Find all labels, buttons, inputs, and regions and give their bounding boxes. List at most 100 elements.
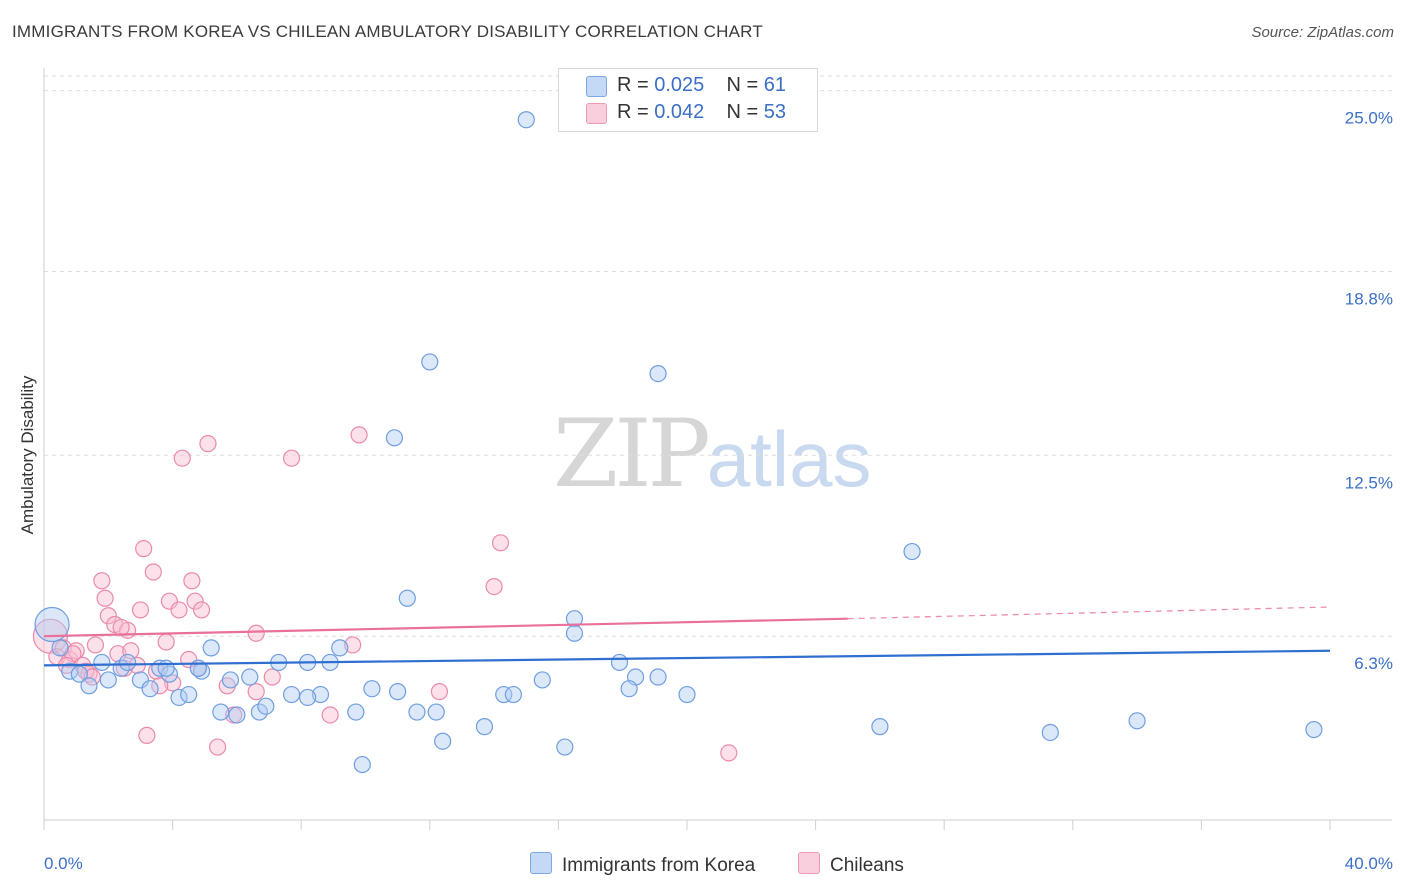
korea-point: [157, 659, 175, 677]
chileans-point: [344, 636, 362, 654]
chileans-point: [263, 668, 281, 686]
grid: [44, 75, 1392, 637]
chileans-point: [186, 592, 204, 610]
korea-point: [556, 738, 574, 756]
y-axis-label: Ambulatory Disability: [18, 375, 37, 535]
korea-point: [871, 718, 889, 736]
chileans-point: [321, 706, 339, 724]
axes: [43, 68, 1392, 830]
chileans-trend-line: [43, 617, 848, 638]
korea-point: [202, 639, 220, 657]
korea-point: [427, 703, 445, 721]
korea-point: [311, 685, 330, 704]
legend-swatch-chile: [586, 103, 607, 124]
korea-point: [363, 680, 381, 698]
legend-n-label: N =: [726, 101, 764, 123]
watermark: ZIPatlas: [553, 400, 871, 509]
watermark-atlas: atlas: [706, 415, 872, 503]
korea-point: [70, 665, 88, 683]
korea-point: [118, 653, 137, 672]
chileans-point: [157, 633, 175, 651]
chileans-point: [160, 592, 178, 610]
korea-point: [241, 668, 259, 686]
chileans-point: [144, 563, 162, 581]
korea-point: [282, 685, 301, 704]
korea-point: [99, 671, 117, 689]
x-tick-label-min: 0.0%: [44, 854, 83, 873]
correlation-legend: R = 0.025 N = 61 R = 0.042 N = 53: [558, 68, 818, 132]
korea-point: [678, 685, 696, 704]
chileans-point: [491, 534, 510, 552]
korea-point: [495, 685, 513, 704]
y-tick-label: 25.0%: [1345, 109, 1393, 128]
korea-point: [533, 671, 551, 689]
korea-point: [131, 671, 150, 689]
y-tick-label: 6.3%: [1354, 654, 1393, 673]
chileans-point: [183, 572, 201, 590]
trend-lines: [43, 606, 1331, 667]
korea-point: [93, 653, 111, 672]
korea-point: [228, 706, 246, 724]
y-tick-label: 18.8%: [1345, 289, 1393, 308]
source-credit: Source: ZipAtlas.com: [1251, 24, 1394, 41]
korea-point: [517, 111, 535, 129]
chileans-point: [170, 601, 188, 619]
chileans-point: [109, 645, 127, 663]
korea-point: [620, 680, 638, 698]
chileans-point: [138, 726, 156, 744]
korea-point: [385, 429, 404, 447]
korea-point: [389, 683, 407, 701]
chileans-point: [173, 449, 191, 467]
chileans-point: [131, 601, 150, 619]
korea-point: [299, 688, 317, 707]
bottom-legend-swatch-chile: [798, 852, 820, 874]
chart-title: IMMIGRANTS FROM KOREA VS CHILEAN AMBULAT…: [12, 22, 763, 41]
chileans-trend-extension: [847, 606, 1331, 620]
korea-point: [250, 703, 269, 721]
legend-r-value-chile: 0.042: [654, 101, 705, 123]
bottom-legend-label-korea: Immigrants from Korea: [562, 855, 756, 876]
korea-point: [51, 639, 69, 657]
chileans-point: [282, 449, 301, 467]
y-tick-label: 12.5%: [1345, 473, 1393, 492]
bottom-legend-swatch-korea: [530, 852, 552, 874]
korea-point: [257, 697, 275, 715]
korea-point: [565, 624, 584, 642]
korea-point: [180, 685, 198, 704]
korea-point: [221, 671, 240, 689]
korea-point: [475, 718, 494, 736]
chileans-point: [199, 435, 217, 453]
korea-point: [331, 639, 349, 657]
korea-point: [903, 542, 921, 561]
korea-point: [421, 353, 439, 371]
watermark-zip: ZIP: [553, 400, 711, 509]
chileans-point: [151, 677, 169, 695]
tick-labels: 6.3% 12.5% 18.8% 25.0% 0.0% 40.0%: [44, 109, 1393, 873]
korea-point: [610, 653, 629, 672]
chileans-point: [485, 577, 503, 596]
chileans-point: [350, 426, 368, 444]
korea-trend-line: [43, 649, 1331, 667]
bottom-legend-chile: Chileans: [798, 852, 904, 877]
chileans-point: [135, 540, 153, 558]
bottom-legend-korea: Immigrants from Korea: [530, 852, 755, 877]
legend-r-label: R =: [617, 101, 655, 123]
korea-point: [170, 688, 188, 707]
korea-point: [212, 703, 230, 721]
korea-point: [649, 668, 667, 686]
chileans-point: [209, 738, 227, 756]
chileans-point: [192, 601, 211, 619]
korea-point: [649, 365, 667, 383]
chileans-point: [93, 572, 111, 590]
chileans-point: [247, 683, 265, 701]
korea-point: [80, 677, 98, 695]
bottom-legend-label-chile: Chileans: [830, 855, 904, 876]
x-tick-label-max: 40.0%: [1345, 854, 1393, 873]
chileans-point: [86, 636, 105, 654]
chileans-point: [720, 744, 738, 762]
korea-point: [34, 606, 70, 643]
korea-point: [504, 685, 522, 704]
chileans-point: [247, 624, 265, 642]
chileans-point: [164, 674, 182, 692]
